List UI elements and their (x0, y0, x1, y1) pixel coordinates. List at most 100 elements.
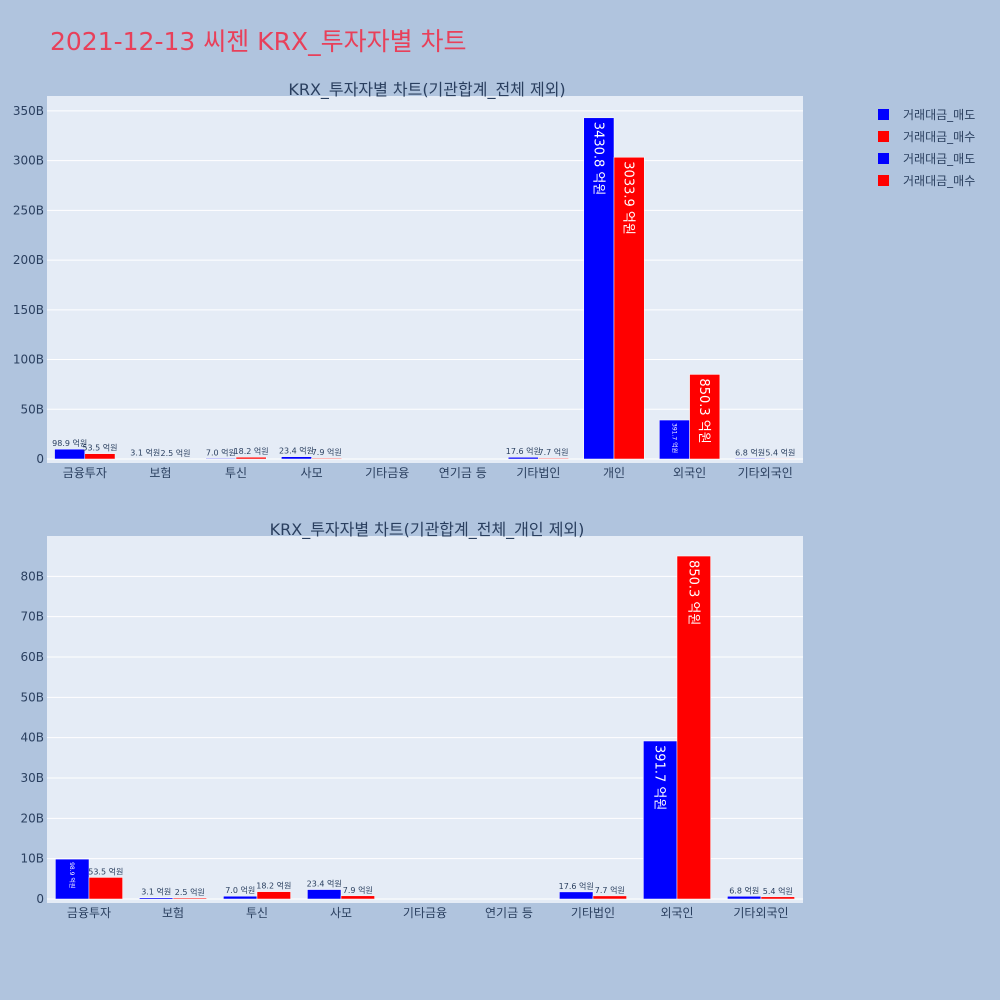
y-tick-label: 50B (20, 402, 44, 416)
bar-buy[interactable] (172, 897, 207, 900)
bar-value-label: 18.2 억원 (256, 881, 291, 891)
x-tick-label: 금융투자 (67, 906, 111, 920)
bar-value-label: 23.4 억원 (307, 879, 342, 889)
y-tick-label: 60B (20, 650, 44, 664)
bar-buy[interactable] (613, 157, 645, 460)
y-tick-label: 50B (20, 690, 44, 704)
x-tick-label: 연기금 등 (485, 906, 533, 920)
bar-value-label: 5.4 억원 (763, 886, 793, 896)
y-tick-label: 300B (13, 154, 44, 168)
plot-area (47, 96, 803, 463)
bar-buy[interactable] (256, 891, 291, 900)
y-tick-label: 200B (13, 253, 44, 267)
x-tick-label: 외국인 (660, 906, 693, 920)
bar-sell[interactable] (205, 458, 237, 460)
y-tick-label: 150B (13, 303, 44, 317)
bar-value-label: 7.7 억원 (539, 447, 569, 457)
bar-value-label: 3.1 억원 (141, 887, 171, 897)
x-tick-label: 기타외국인 (733, 906, 788, 920)
bar-buy[interactable] (84, 453, 116, 460)
bar-value-label: 3033.9 억원 (621, 161, 636, 235)
bar-buy[interactable] (760, 896, 795, 900)
bar-sell[interactable] (659, 419, 690, 460)
bar-value-label: 7.0 억원 (206, 447, 236, 457)
bar-sell[interactable] (139, 897, 174, 900)
bar-sell[interactable] (223, 895, 258, 900)
legend-label: 거래대금_매수 (903, 174, 975, 188)
bar-buy[interactable] (676, 555, 711, 900)
bar-sell[interactable] (307, 889, 342, 900)
bar-buy[interactable] (764, 458, 796, 460)
bar-buy[interactable] (592, 895, 627, 900)
chart-subtitle: KRX_투자자별 차트(기관합계_전체 제외) (288, 80, 565, 100)
bar-value-label: 53.5 억원 (88, 866, 123, 876)
x-tick-label: 투신 (225, 466, 247, 480)
legend-item[interactable]: 거래대금_매수 (878, 174, 975, 188)
x-tick-label: 사모 (301, 466, 323, 480)
bar-value-label: 3.1 억원 (130, 448, 160, 458)
legend-label: 거래대금_매도 (903, 152, 975, 166)
bar-value-label: 53.5 억원 (82, 443, 117, 453)
bar-value-label: 2.5 억원 (175, 887, 205, 897)
y-tick-label: 40B (20, 731, 44, 745)
bar-value-label: 391.7 억원 (670, 423, 678, 453)
bar-value-label: 98.9 억원 (68, 862, 76, 888)
bar-buy[interactable] (88, 877, 123, 900)
bar-sell[interactable] (727, 896, 762, 900)
x-tick-label: 기타금융 (365, 466, 409, 480)
y-tick-label: 0 (36, 452, 44, 466)
x-tick-label: 기타금융 (403, 906, 447, 920)
legend-item[interactable]: 거래대금_매도 (878, 152, 975, 166)
bar-value-label: 850.3 억원 (696, 378, 711, 443)
legend-item[interactable]: 거래대금_매수 (878, 130, 975, 144)
bar-value-label: 6.8 억원 (735, 447, 765, 457)
bar-value-label: 7.0 억원 (225, 885, 255, 895)
x-tick-label: 보험 (162, 906, 184, 920)
bar-buy[interactable] (235, 456, 267, 460)
bar-value-label: 7.7 억원 (595, 885, 625, 895)
y-tick-label: 250B (13, 203, 44, 217)
bar-buy[interactable] (311, 457, 343, 460)
bar-value-label: 391.7 억원 (652, 745, 667, 810)
bar-value-label: 7.9 억원 (312, 447, 342, 457)
x-tick-label: 연기금 등 (439, 466, 487, 480)
x-tick-label: 기타외국인 (738, 466, 793, 480)
x-tick-label: 보험 (149, 466, 171, 480)
bar-sell[interactable] (734, 458, 766, 460)
x-tick-label: 투신 (246, 906, 268, 920)
bar-buy[interactable] (340, 895, 375, 900)
x-tick-label: 금융투자 (63, 466, 107, 480)
bar-value-label: 23.4 억원 (279, 446, 314, 456)
y-tick-label: 70B (20, 610, 44, 624)
y-tick-label: 350B (13, 104, 44, 118)
bar-sell[interactable] (55, 858, 90, 900)
bar-value-label: 6.8 억원 (729, 885, 759, 895)
legend-swatch (878, 153, 889, 164)
bar-value-label: 17.6 억원 (559, 881, 594, 891)
bar-sell[interactable] (643, 740, 678, 900)
bar-sell[interactable] (281, 456, 312, 460)
y-tick-label: 100B (13, 353, 44, 367)
y-tick-label: 20B (20, 811, 44, 825)
x-tick-label: 외국인 (673, 466, 706, 480)
x-tick-label: 사모 (330, 906, 352, 920)
y-tick-label: 0 (36, 892, 44, 906)
bar-buy[interactable] (538, 457, 569, 460)
legend-swatch (878, 109, 889, 120)
chart-2: 0 10B 20B 30B 40B 50B 60B 70B 80B KRX_투자자별 차트(기관합… (20, 520, 803, 920)
legend-item[interactable]: 거래대금_매도 (878, 108, 975, 122)
bar-sell[interactable] (559, 891, 594, 900)
bar-value-label: 17.6 억원 (506, 446, 541, 456)
bar-value-label: 5.4 억원 (765, 447, 795, 457)
bar-sell[interactable] (54, 448, 86, 460)
page-title: 2021-12-13 씨젠 KRX_투자자별 차트 (50, 27, 467, 56)
y-tick-label: 10B (20, 852, 44, 866)
bar-sell[interactable] (583, 117, 615, 460)
legend-label: 거래대금_매도 (903, 108, 975, 122)
y-tick-label: 30B (20, 771, 44, 785)
bar-buy[interactable] (689, 374, 721, 460)
chart-1: 0 50B 100B 150B 200B 250B 300B 350B KRX_투자자별 차트(… (13, 80, 803, 480)
bar-sell[interactable] (507, 456, 539, 460)
